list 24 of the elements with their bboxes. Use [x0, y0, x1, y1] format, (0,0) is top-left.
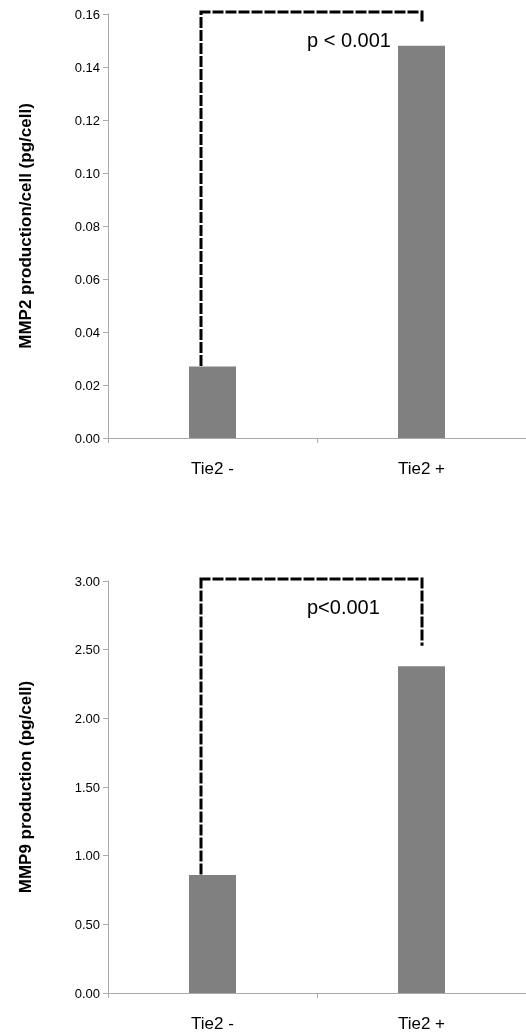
y-tick-label: 0.10 [74, 165, 100, 181]
y-tick-label: 0.04 [74, 324, 100, 340]
y-tick-label: 0.00 [74, 430, 100, 446]
y-tick-label: 0.12 [74, 112, 100, 128]
y-tick-label: 0.00 [74, 985, 100, 1001]
y-tick-label: 1.50 [74, 779, 100, 795]
y-axis-title: MMP2 production/cell (pg/cell) [16, 103, 35, 349]
y-tick-label: 1.00 [74, 848, 100, 864]
y-tick-label: 0.50 [74, 916, 100, 932]
y-tick-label: 3.00 [74, 573, 100, 589]
y-tick-label: 0.06 [74, 271, 100, 287]
y-tick-label: 2.00 [74, 710, 100, 726]
y-tick-label: 2.50 [74, 642, 100, 658]
y-tick-label: 0.02 [74, 377, 100, 393]
x-tick-label: Tie2 - [191, 1014, 234, 1032]
y-tick-label: 0.08 [74, 218, 100, 234]
x-tick-label: Tie2 + [397, 459, 446, 478]
y-axis-title: MMP9 production (pg/cell) [16, 680, 35, 894]
annotation: p < 0.001 [307, 29, 391, 51]
x-tick-label: Tie2 - [191, 459, 234, 478]
y-tick-label: 0.16 [74, 6, 100, 22]
annotation: p<0.001 [307, 596, 380, 618]
x-tick-label: Tie2 + [397, 1014, 446, 1032]
y-tick-label: 0.14 [74, 59, 100, 75]
